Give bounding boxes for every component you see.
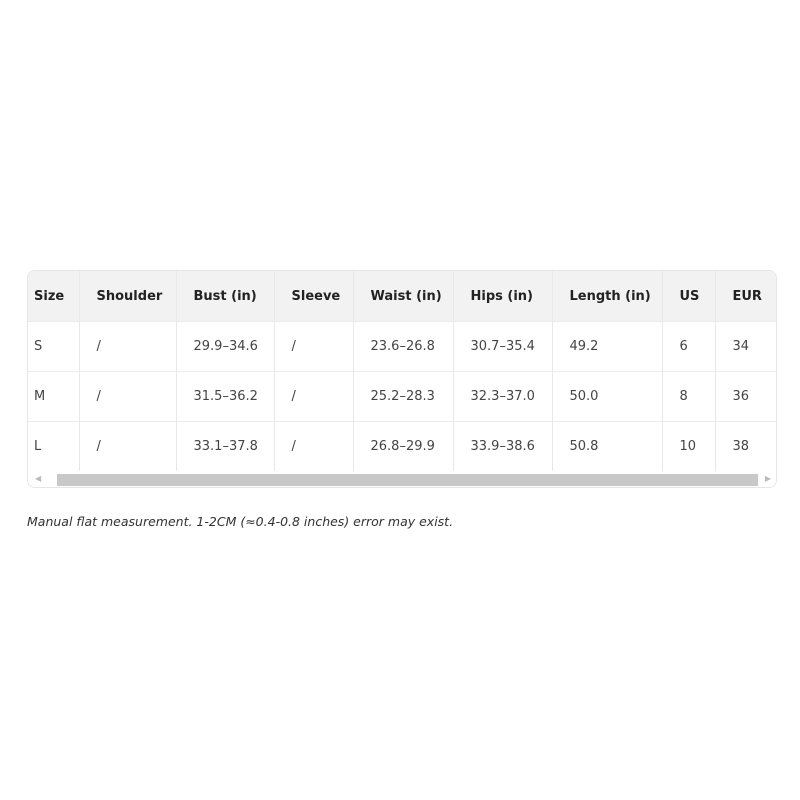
table-cell: S [28,321,80,372]
table-row: L/33.1–37.8/26.8–29.9 33.9–38.6 50.8 10 38 [28,421,776,472]
table-cell: 8 [662,371,716,422]
table-cell: 32.3–37.0 [453,371,553,422]
table-cell: / [79,371,177,422]
column-header: Hips (in) [453,271,553,322]
table-row: M/31.5–36.2/25.2–28.3 32.3–37.0 50.0 8 36 [28,371,776,422]
table-row: S/29.9–34.6/23.6–26.8 30.7–35.4 49.2 6 34 [28,321,776,372]
column-header: Size [28,271,80,322]
horizontal-scrollbar[interactable]: ◀ ▶ [28,471,776,487]
column-header: Sleeve [274,271,354,322]
table-cell: 23.6–26.8 [353,321,454,372]
table-cell: / [274,371,354,422]
table-cell: / [274,421,354,472]
measurement-note: Manual flat measurement. 1-2CM (≈0.4-0.8… [27,514,454,529]
column-header: Shoulder [79,271,177,322]
table-cell: / [274,321,354,372]
scrollbar-thumb[interactable] [57,474,758,486]
table-cell: M [28,371,80,422]
table-cell: 36 [715,371,776,422]
table-cell: 33.9–38.6 [453,421,553,472]
table-cell: 49.2 [552,321,663,372]
table-cell: 10 [662,421,716,472]
table-cell: / [79,321,177,372]
table-cell: 34 [715,321,776,372]
column-header: Length (in) [552,271,663,322]
table-cell: 38 [715,421,776,472]
scroll-left-icon[interactable]: ◀ [35,474,42,483]
table-cell: 26.8–29.9 [353,421,454,472]
table-cell: 31.5–36.2 [176,371,275,422]
table-cell: 25.2–28.3 [353,371,454,422]
column-header: Bust (in) [176,271,275,322]
table-cell: 29.9–34.6 [176,321,275,372]
table-cell: 33.1–37.8 [176,421,275,472]
size-chart-table: Size Shoulder Bust (in) Sleeve Waist (in) Hip… [28,271,776,472]
scroll-right-icon[interactable]: ▶ [764,474,771,483]
table-cell: 50.0 [552,371,663,422]
table-cell: / [79,421,177,472]
column-header: EUR [715,271,776,322]
table-cell: 6 [662,321,716,372]
table-cell: 30.7–35.4 [453,321,553,372]
table-cell: L [28,421,80,472]
table-cell: 50.8 [552,421,663,472]
column-header: US [662,271,716,322]
size-chart-table-container: Size Shoulder Bust (in) Sleeve Waist (in) Hip… [27,270,777,488]
table-header-row: Size Shoulder Bust (in) Sleeve Waist (in) Hip… [28,271,776,322]
column-header: Waist (in) [353,271,454,322]
